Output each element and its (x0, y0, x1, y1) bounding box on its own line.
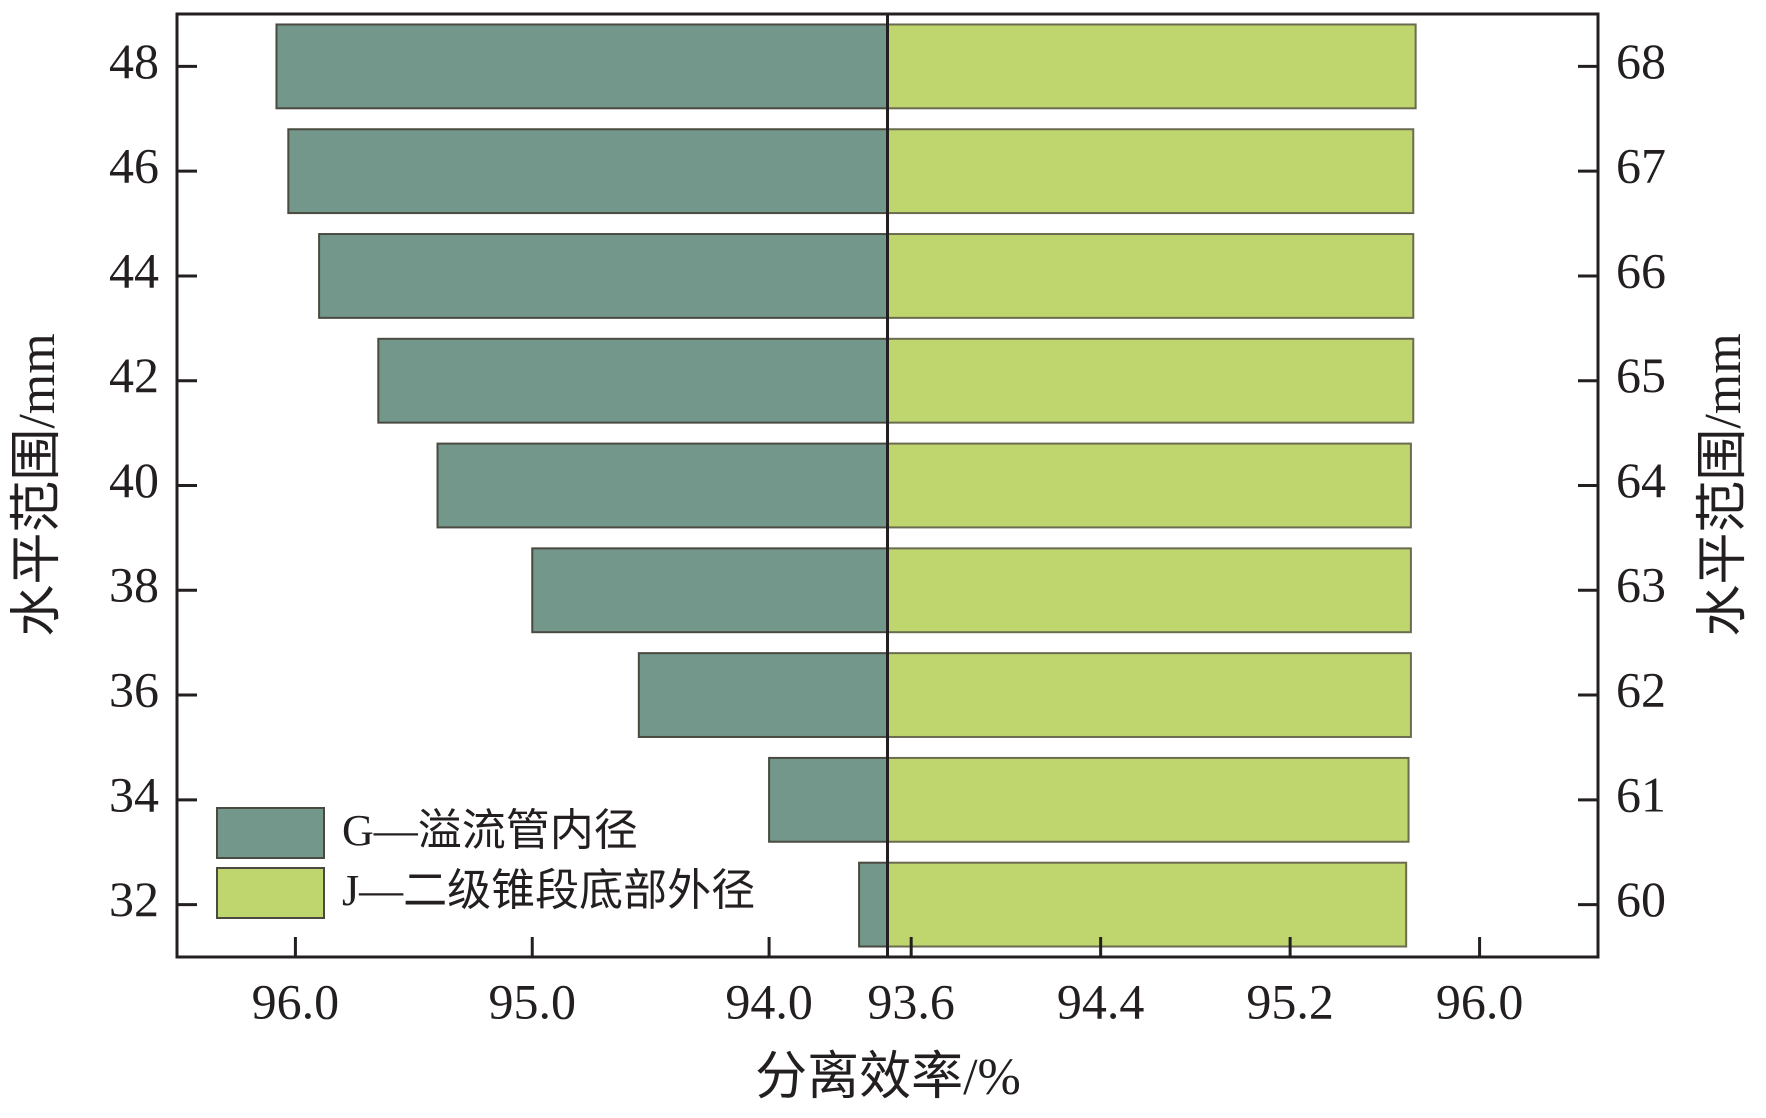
x-tick-label: 95.0 (489, 973, 577, 1029)
y2-tick-label: 62 (1616, 662, 1666, 718)
y-tick-label: 42 (109, 347, 159, 403)
bar (886, 861, 1408, 948)
x-tick-label: 95.2 (1246, 973, 1334, 1029)
legend-label: G—溢流管内径 (342, 806, 638, 855)
bar (886, 233, 1415, 319)
y-tick-label: 38 (109, 557, 159, 613)
bar (768, 756, 889, 843)
bar (886, 652, 1412, 738)
y2-tick-label: 60 (1616, 871, 1666, 927)
y2-tick-label: 61 (1616, 766, 1666, 822)
bar (886, 756, 1410, 843)
y2-tick-label: 68 (1616, 33, 1666, 89)
bar (886, 23, 1417, 110)
bar (531, 547, 889, 634)
y-tick-label: 32 (109, 871, 159, 927)
bar (886, 128, 1415, 215)
y-axis-label: 水平范围/mm (9, 333, 66, 636)
y2-tick-label: 66 (1616, 242, 1666, 298)
bar (886, 442, 1412, 529)
legend-swatch (216, 867, 325, 919)
x-tick-label: 96.0 (252, 973, 340, 1029)
bar (886, 337, 1415, 424)
bar (275, 23, 889, 110)
bar (287, 128, 889, 215)
y2-axis-label: 水平范围/mm (1695, 333, 1752, 636)
bar (886, 547, 1412, 634)
y2-tick-label: 64 (1616, 452, 1666, 508)
x-tick-label: 93.6 (867, 973, 955, 1029)
y-tick-label: 48 (109, 33, 159, 89)
legend-label: J—二级锥段底部外径 (342, 866, 755, 915)
y2-tick-label: 63 (1616, 557, 1666, 613)
bar (377, 337, 889, 424)
legend-swatch (216, 807, 325, 859)
y-tick-label: 40 (109, 452, 159, 508)
bar (858, 861, 889, 948)
y-tick-label: 44 (109, 242, 159, 298)
bar (318, 233, 889, 319)
x-axis-label: 分离效率/% (755, 1049, 1021, 1106)
y-tick-label: 36 (109, 662, 159, 718)
y2-tick-label: 65 (1616, 347, 1666, 403)
bar (436, 442, 889, 529)
bar (637, 652, 889, 738)
y2-tick-label: 67 (1616, 138, 1666, 194)
plot-frame (175, 12, 1600, 959)
x-tick-label: 94.4 (1057, 973, 1145, 1029)
x-tick-label: 96.0 (1436, 973, 1524, 1029)
y-tick-label: 46 (109, 138, 159, 194)
y-tick-label: 34 (109, 766, 159, 822)
x-tick-label: 94.0 (725, 973, 813, 1029)
